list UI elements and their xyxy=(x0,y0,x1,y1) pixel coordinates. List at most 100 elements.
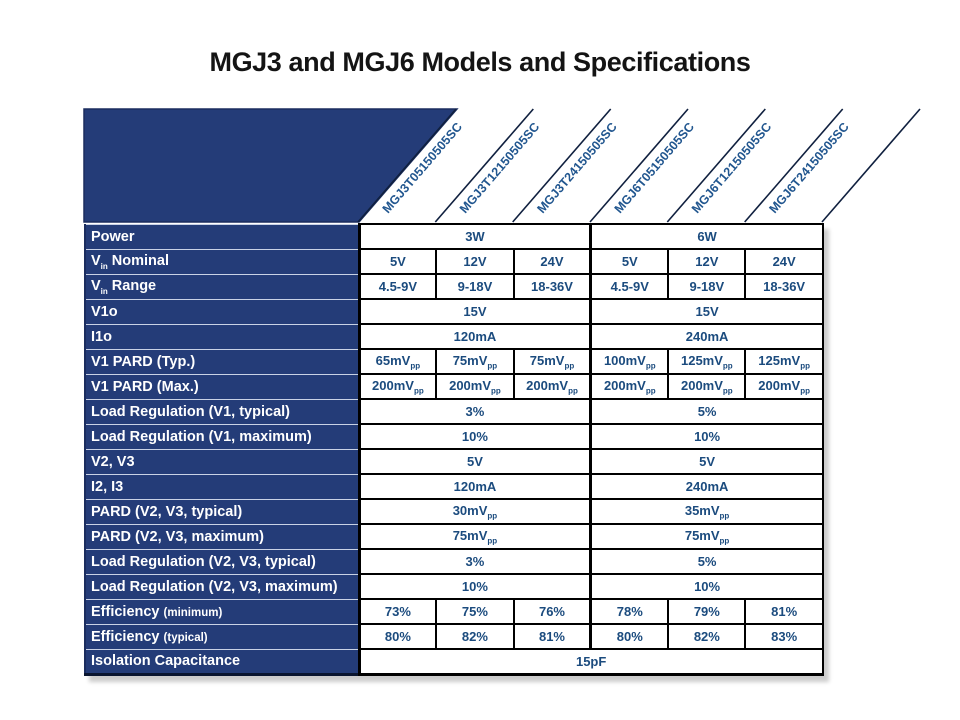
row-label: Efficiency (minimum) xyxy=(85,598,359,625)
table-row: V2, V3 5V 5V xyxy=(85,448,824,475)
spec-value-cell: 3W xyxy=(357,223,592,250)
spec-value-cell: 30mVpp xyxy=(357,498,592,525)
subscript-text: pp xyxy=(487,536,498,546)
spec-value-cell: 100mVpp xyxy=(589,348,670,375)
table-row: PARD (V2, V3, typical) 30mVpp 35mVpp xyxy=(85,498,824,525)
table-row: Efficiency (typical) 80% 82% 81% 80% 82% 83% xyxy=(85,623,824,650)
spec-value-cell: 65mVpp xyxy=(357,348,438,375)
header-diagonal-line xyxy=(666,108,766,223)
row-label: V1 PARD (Typ.) xyxy=(85,348,359,375)
subscript-text: pp xyxy=(722,361,733,371)
row-label: Vin Nominal xyxy=(85,248,359,275)
spec-value-cell: 18-36V xyxy=(512,273,592,300)
subscript-text: pp xyxy=(564,361,575,371)
subscript-text: pp xyxy=(645,386,656,396)
row-label: I1o xyxy=(85,323,359,350)
header-diagonal-line xyxy=(744,108,844,223)
subscript-text: pp xyxy=(487,511,498,521)
subscript-text: pp xyxy=(645,361,656,371)
spec-value-cell: 73% xyxy=(357,598,438,625)
spec-value-cell: 5V xyxy=(589,248,670,275)
table-row: Load Regulation (V2, V3, typical) 3% 5% xyxy=(85,548,824,575)
spec-value-cell: 5% xyxy=(589,548,824,575)
spec-value-cell: 81% xyxy=(512,623,592,650)
spec-value-cell: 200mVpp xyxy=(744,373,824,400)
spec-value-cell: 200mVpp xyxy=(435,373,515,400)
table-header-svg: MGJ3T05150505SCMGJ3T12150505SCMGJ3T24150… xyxy=(83,108,921,223)
spec-value-cell: 15V xyxy=(357,298,592,325)
header-diagonal-line xyxy=(821,108,921,223)
subscript-text: in xyxy=(100,286,108,296)
row-label: Load Regulation (V1, maximum) xyxy=(85,423,359,450)
row-label: I2, I3 xyxy=(85,473,359,500)
spec-value-cell: 240mA xyxy=(589,323,824,350)
spec-value-cell: 4.5-9V xyxy=(357,273,438,300)
table-row: Isolation Capacitance 15pF xyxy=(85,648,824,676)
spec-value-cell: 83% xyxy=(744,623,824,650)
subscript-text: pp xyxy=(491,386,501,396)
table-row: Load Regulation (V2, V3, maximum) 10% 10% xyxy=(85,573,824,600)
spec-value-cell: 125mVpp xyxy=(667,348,747,375)
slide-title: MGJ3 and MGJ6 Models and Specifications xyxy=(209,47,751,77)
spec-value-cell: 200mVpp xyxy=(667,373,747,400)
spec-value-cell: 78% xyxy=(589,598,670,625)
spec-value-cell: 80% xyxy=(589,623,670,650)
spec-value-cell: 82% xyxy=(667,623,747,650)
spec-value-cell: 79% xyxy=(667,598,747,625)
header-diagonal-line xyxy=(512,108,612,223)
table-row: Efficiency (minimum) 73% 75% 76% 78% 79% 81% xyxy=(85,598,824,625)
spec-value-cell: 5V xyxy=(357,248,438,275)
spec-value-cell: 75% xyxy=(435,598,515,625)
spec-value-cell: 4.5-9V xyxy=(589,273,670,300)
table-row: V1 PARD (Typ.) 65mVpp 75mVpp 75mVpp 100mVpp 1… xyxy=(85,348,824,375)
spec-value-cell: 200mVpp xyxy=(512,373,592,400)
row-label: PARD (V2, V3, maximum) xyxy=(85,523,359,550)
table-row: Vin Range 4.5-9V 9-18V 18-36V 4.5-9V 9-18V 18-… xyxy=(85,273,824,300)
table-row: Vin Nominal 5V 12V 24V 5V 12V 24V xyxy=(85,248,824,275)
spec-value-cell: 80% xyxy=(357,623,438,650)
table-row: Load Regulation (V1, typical) 3% 5% xyxy=(85,398,824,425)
spec-value-cell: 75mVpp xyxy=(512,348,592,375)
header-diagonal-line xyxy=(357,108,457,223)
spec-value-cell: 10% xyxy=(589,423,824,450)
row-label: Vin Range xyxy=(85,273,359,300)
row-label: Load Regulation (V2, V3, typical) xyxy=(85,548,359,575)
table-row: Load Regulation (V1, maximum) 10% 10% xyxy=(85,423,824,450)
spec-value-cell: 3% xyxy=(357,398,592,425)
spec-value-cell: 9-18V xyxy=(435,273,515,300)
spec-value-cell: 18-36V xyxy=(744,273,824,300)
table-row: PARD (V2, V3, maximum) 75mVpp 75mVpp xyxy=(85,523,824,550)
spec-value-cell: 3% xyxy=(357,548,592,575)
row-label: Load Regulation (V1, typical) xyxy=(85,398,359,425)
spec-value-cell: 15V xyxy=(589,298,824,325)
spec-value-cell: 10% xyxy=(589,573,824,600)
subscript-text: pp xyxy=(413,386,424,396)
spec-value-cell: 200mVpp xyxy=(357,373,438,400)
row-label: PARD (V2, V3, typical) xyxy=(85,498,359,525)
row-label: Efficiency (typical) xyxy=(85,623,359,650)
header-column-labels: MGJ3T05150505SCMGJ3T12150505SCMGJ3T24150… xyxy=(380,120,852,216)
spec-value-cell: 5V xyxy=(357,448,592,475)
spec-value-cell: 120mA xyxy=(357,323,592,350)
subscript-text: pp xyxy=(800,386,810,396)
spec-value-cell: 120mA xyxy=(357,473,592,500)
spec-value-cell: 200mVpp xyxy=(589,373,670,400)
table-row: I2, I3 120mA 240mA xyxy=(85,473,824,500)
header-diagonal-line xyxy=(434,108,534,223)
table-row: Power 3W 6W xyxy=(85,223,824,250)
table-row: V1o 15V 15V xyxy=(85,298,824,325)
spec-value-cell: 76% xyxy=(512,598,592,625)
row-label: Power xyxy=(85,223,359,250)
spec-value-cell: 75mVpp xyxy=(435,348,515,375)
spec-value-cell: 82% xyxy=(435,623,515,650)
spec-value-cell: 5V xyxy=(589,448,824,475)
spec-value-cell: 12V xyxy=(667,248,747,275)
spec-value-cell: 240mA xyxy=(589,473,824,500)
subscript-text: pp xyxy=(800,361,810,371)
spec-value-cell: 6W xyxy=(589,223,824,250)
spec-table-block: MGJ3T05150505SC MGJ3T12150505SC MGJ3T24150… xyxy=(83,108,930,676)
spec-value-cell: 81% xyxy=(744,598,824,625)
spec-value-cell: 35mVpp xyxy=(589,498,824,525)
small-text: (minimum) xyxy=(163,606,223,619)
